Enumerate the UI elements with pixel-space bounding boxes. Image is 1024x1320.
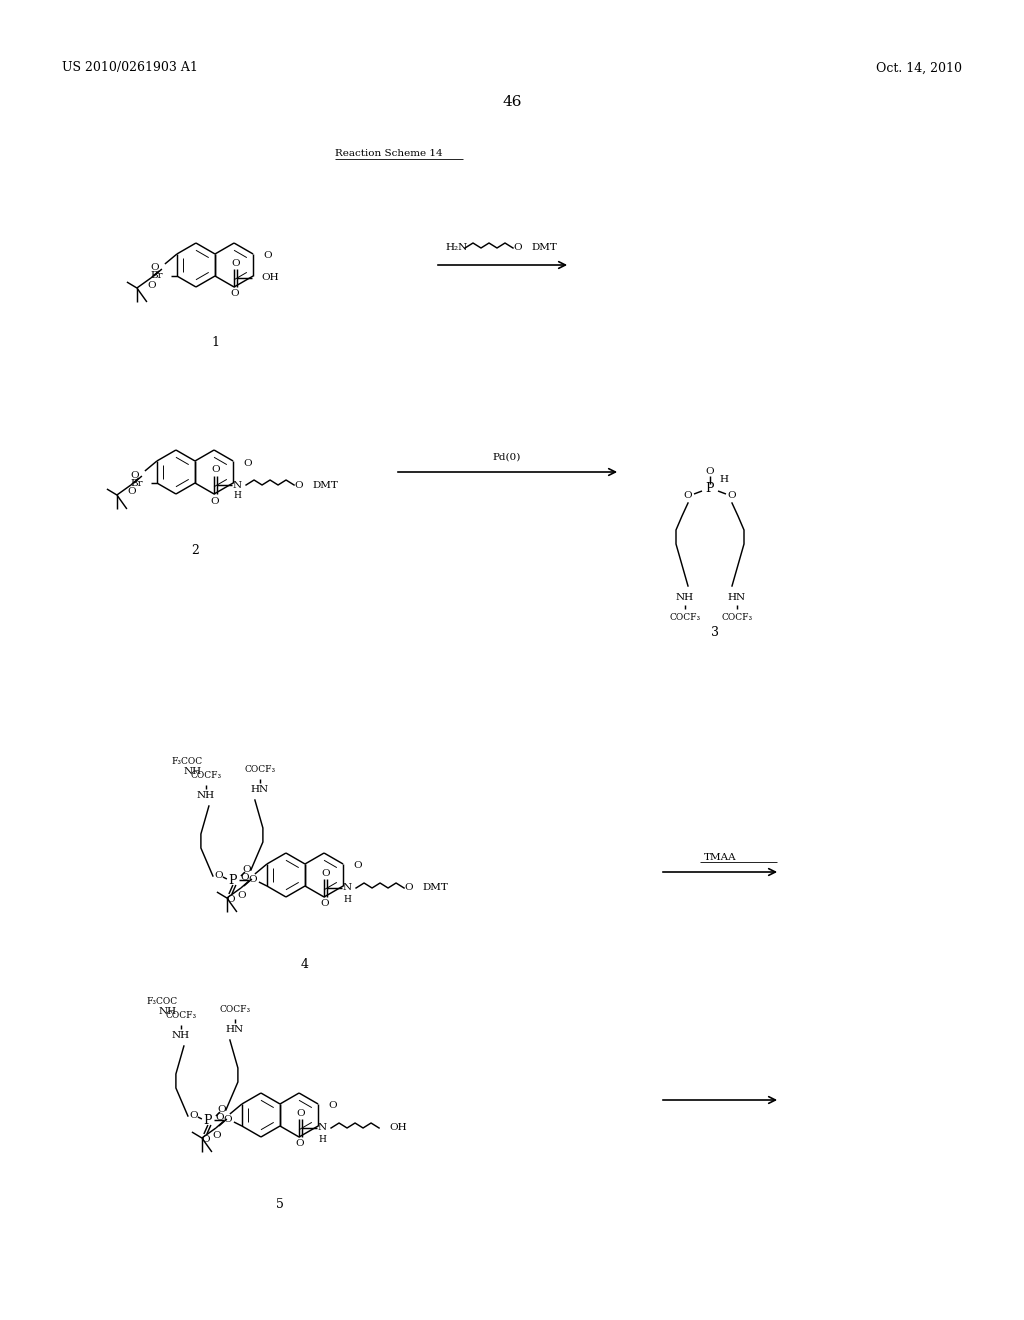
Text: O: O [295, 480, 303, 490]
Text: O: O [263, 252, 271, 260]
Text: NH: NH [197, 791, 215, 800]
Text: DMT: DMT [531, 243, 557, 252]
Text: 4: 4 [301, 958, 309, 972]
Text: H: H [343, 895, 351, 903]
Text: O: O [213, 1130, 221, 1139]
Text: O: O [230, 289, 240, 298]
Text: O: O [321, 899, 330, 908]
Text: O: O [296, 1109, 304, 1118]
Text: Pd(0): Pd(0) [493, 453, 521, 462]
Text: COCF₃: COCF₃ [722, 612, 753, 622]
Text: P: P [228, 874, 238, 887]
Text: O: O [189, 1111, 199, 1121]
Text: O: O [728, 491, 736, 500]
Text: 1: 1 [211, 337, 219, 350]
Text: N: N [342, 883, 351, 892]
Text: O: O [684, 491, 692, 500]
Text: O: O [249, 875, 257, 884]
Text: COCF₃: COCF₃ [670, 612, 700, 622]
Text: O: O [321, 869, 330, 878]
Text: O: O [514, 243, 522, 252]
Text: O: O [226, 895, 236, 904]
Text: N: N [232, 480, 242, 490]
Text: O: O [296, 1139, 304, 1148]
Text: N: N [317, 1123, 327, 1133]
Text: O: O [211, 496, 219, 506]
Text: O: O [243, 458, 252, 467]
Text: O: O [231, 259, 240, 268]
Text: O: O [211, 466, 219, 474]
Text: DMT: DMT [312, 480, 338, 490]
Text: HN: HN [226, 1024, 244, 1034]
Text: 5: 5 [276, 1199, 284, 1212]
Text: O: O [243, 866, 251, 874]
Text: O: O [215, 871, 223, 880]
Text: O: O [202, 1135, 210, 1144]
Text: 2: 2 [191, 544, 199, 557]
Text: 46: 46 [502, 95, 522, 110]
Text: COCF₃: COCF₃ [165, 1011, 197, 1020]
Text: NH: NH [159, 1007, 177, 1016]
Text: F₃COC: F₃COC [171, 756, 203, 766]
Text: HN: HN [251, 784, 269, 793]
Text: COCF₃: COCF₃ [219, 1006, 251, 1015]
Text: COCF₃: COCF₃ [245, 766, 275, 775]
Text: O: O [241, 874, 249, 883]
Text: NH: NH [184, 767, 202, 776]
Text: O: O [328, 1101, 337, 1110]
Text: F₃COC: F₃COC [146, 997, 177, 1006]
Text: NH: NH [172, 1031, 190, 1040]
Text: Br: Br [130, 479, 143, 487]
Text: H: H [318, 1134, 326, 1143]
Text: O: O [130, 470, 139, 479]
Text: TMAA: TMAA [703, 853, 736, 862]
Text: O: O [217, 1106, 226, 1114]
Text: O: O [404, 883, 414, 892]
Text: P: P [204, 1114, 212, 1126]
Text: H: H [720, 475, 728, 484]
Text: Reaction Scheme 14: Reaction Scheme 14 [335, 149, 442, 158]
Text: COCF₃: COCF₃ [190, 771, 221, 780]
Text: H₂N: H₂N [445, 243, 467, 252]
Text: P: P [706, 482, 715, 495]
Text: US 2010/0261903 A1: US 2010/0261903 A1 [62, 62, 198, 74]
Text: O: O [151, 264, 159, 272]
Text: DMT: DMT [422, 883, 447, 892]
Text: O: O [128, 487, 136, 496]
Text: H: H [233, 491, 241, 500]
Text: Oct. 14, 2010: Oct. 14, 2010 [876, 62, 962, 74]
Text: O: O [238, 891, 246, 899]
Text: HN: HN [728, 594, 746, 602]
Text: O: O [215, 1114, 224, 1122]
Text: O: O [147, 281, 157, 289]
Text: NH: NH [676, 594, 694, 602]
Text: O: O [223, 1115, 232, 1125]
Text: Br: Br [151, 272, 163, 281]
Text: O: O [706, 466, 715, 475]
Text: OH: OH [261, 273, 279, 282]
Text: O: O [353, 862, 361, 870]
Text: OH: OH [389, 1123, 407, 1133]
Text: 3: 3 [711, 626, 719, 639]
